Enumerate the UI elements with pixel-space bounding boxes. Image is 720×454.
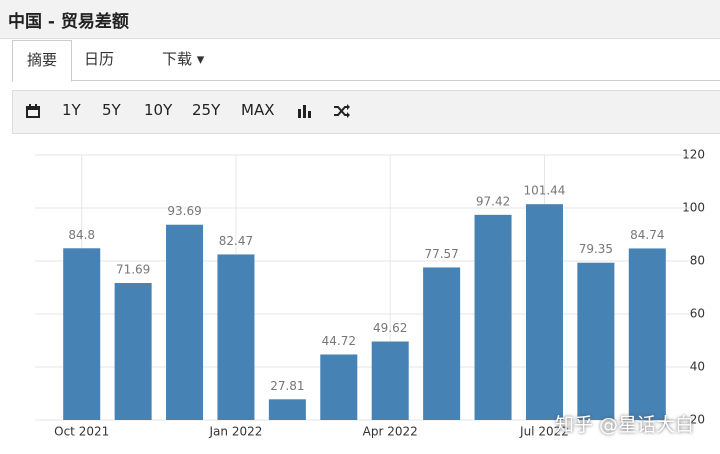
- watermark: 知乎 @星话大白: [555, 414, 695, 436]
- y-tick-label: 100: [682, 201, 705, 215]
- value-label: 49.62: [373, 321, 407, 335]
- bar: [577, 262, 615, 420]
- bar: [628, 248, 666, 420]
- chart: 20 40 60 80 100 120 Oct 2021 84.8 71.69 93.69 Jan …: [35, 148, 705, 439]
- value-label: 93.69: [167, 204, 201, 218]
- y-tick-label: 40: [690, 360, 705, 374]
- bar: [63, 248, 101, 420]
- bar: [371, 341, 409, 420]
- bar: [166, 224, 204, 420]
- value-label: 84.74: [630, 228, 664, 242]
- title-bar: 中国 - 贸易差额: [0, 0, 720, 39]
- y-tick-label: 20: [690, 413, 705, 427]
- shuffle-icon[interactable]: [333, 103, 351, 119]
- range-button[interactable]: 10Y: [144, 101, 173, 119]
- x-tick-label: Oct 2021: [54, 425, 109, 439]
- value-label: 79.35: [579, 242, 613, 256]
- bar: [525, 204, 563, 420]
- y-tick-label: 120: [682, 148, 705, 162]
- bar-chart-icon[interactable]: [297, 103, 313, 119]
- x-tick-label: Apr 2022: [363, 425, 418, 439]
- range-button[interactable]: 5Y: [102, 101, 121, 119]
- bar: [114, 283, 152, 420]
- range-button[interactable]: 1Y: [62, 101, 81, 119]
- value-label: 82.47: [219, 234, 253, 248]
- y-tick-label: 60: [690, 307, 705, 321]
- value-label: 84.8: [68, 228, 95, 242]
- page-title: 中国 - 贸易差额: [8, 12, 129, 32]
- value-label: 44.72: [322, 334, 356, 348]
- tab[interactable]: 摘要: [12, 40, 73, 82]
- value-label: 97.42: [476, 194, 510, 208]
- bar: [268, 399, 306, 420]
- value-label: 101.44: [523, 184, 565, 198]
- y-tick-label: 80: [690, 254, 705, 268]
- bar: [423, 267, 461, 420]
- toolbar: 1Y 5Y 10Y 25Y MAX: [12, 90, 720, 134]
- calendar-icon[interactable]: [25, 103, 41, 119]
- x-tick-label: Jan 2022: [209, 425, 263, 439]
- value-label: 77.57: [424, 247, 458, 261]
- tab-bar: 摘要 日历 下载 ▾: [12, 40, 720, 82]
- tab[interactable]: 下载 ▾: [162, 50, 205, 68]
- x-tick-label: Jul 2022: [519, 425, 569, 439]
- range-button[interactable]: 25Y: [192, 101, 221, 119]
- value-label: 71.69: [116, 263, 150, 277]
- range-button[interactable]: MAX: [241, 101, 275, 119]
- tab[interactable]: 日历: [84, 50, 115, 68]
- bar: [217, 254, 255, 420]
- bar: [474, 214, 512, 420]
- bar: [320, 354, 358, 420]
- value-label: 27.81: [270, 379, 304, 393]
- tab-label: 下载: [162, 50, 193, 68]
